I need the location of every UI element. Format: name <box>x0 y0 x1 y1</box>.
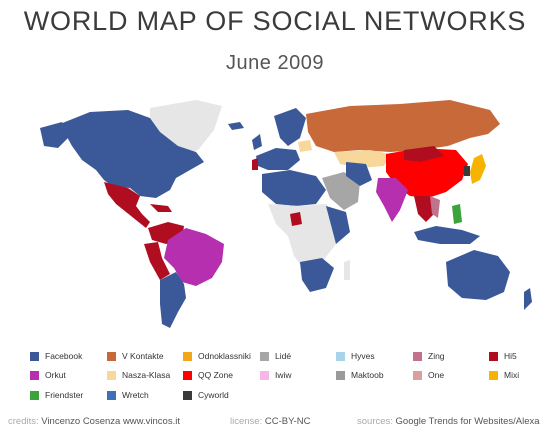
legend-label: Iwiw <box>275 370 292 380</box>
legend-item: Hyves <box>336 350 375 362</box>
legend-item: Maktoob <box>336 369 384 381</box>
region-scandinavia <box>274 108 306 146</box>
footer-license: license: CC-BY-NC <box>230 416 310 427</box>
region-indonesia <box>414 226 480 244</box>
legend-swatch <box>489 370 498 380</box>
region-east-africa <box>326 206 350 244</box>
legend-swatch <box>336 370 345 380</box>
region-mexico <box>104 182 150 228</box>
region-madagascar <box>344 260 350 280</box>
region-india <box>376 178 408 222</box>
region-russia <box>306 100 500 152</box>
footer-sources: sources: Google Trends for Websites/Alex… <box>357 416 540 427</box>
legend-item: One <box>413 369 444 381</box>
region-north-america <box>60 110 204 198</box>
legend-label: Zing <box>428 351 445 361</box>
legend-label: Nasza-Klasa <box>122 370 171 380</box>
legend-item: Odnoklassniki <box>183 350 251 362</box>
footer: credits: Vincenzo Cosenza www.vincos.it … <box>0 416 550 430</box>
legend-item: Wretch <box>107 389 149 401</box>
world-map <box>40 100 532 328</box>
legend-item: Iwiw <box>260 369 292 381</box>
footer-credits: credits: Vincenzo Cosenza www.vincos.it <box>8 416 180 427</box>
legend-swatch <box>413 351 422 361</box>
legend-swatch <box>183 390 192 400</box>
region-caribbean <box>150 204 172 212</box>
region-australia <box>446 250 510 300</box>
legend-label: Cyworld <box>198 390 229 400</box>
legend-swatch <box>413 370 422 380</box>
credits-key: credits: <box>8 416 39 427</box>
region-iceland <box>228 122 244 130</box>
legend-swatch <box>30 370 39 380</box>
sources-value: Google Trends for Websites/Alexa <box>395 416 540 427</box>
region-indochina <box>430 196 440 218</box>
legend-label: Wretch <box>122 390 149 400</box>
legend-item: Lidé <box>260 350 291 362</box>
legend-label: Hi5 <box>504 351 517 361</box>
region-philippines <box>452 204 462 224</box>
legend-swatch <box>260 370 269 380</box>
map-title: WORLD MAP OF SOCIAL NETWORKS <box>23 6 527 36</box>
legend-swatch <box>107 370 116 380</box>
legend-item: V Kontakte <box>107 350 164 362</box>
legend-label: Mixi <box>504 370 520 380</box>
region-portugal <box>252 158 258 170</box>
region-central-africa <box>268 204 340 270</box>
legend-item: Zing <box>413 350 445 362</box>
legend-item: Friendster <box>30 389 83 401</box>
region-uk <box>252 134 262 150</box>
region-japan <box>470 154 486 184</box>
legend-label: Facebook <box>45 351 83 361</box>
legend-item: Cyworld <box>183 389 229 401</box>
legend-label: Hyves <box>351 351 375 361</box>
legend-swatch <box>183 351 192 361</box>
license-value: CC-BY-NC <box>264 416 311 427</box>
region-southern-cone <box>160 272 186 328</box>
region-peru <box>144 242 170 280</box>
legend-label: Friendster <box>45 390 84 400</box>
legend-item: Hi5 <box>489 350 517 362</box>
region-china <box>386 148 468 198</box>
credits-value: Vincenzo Cosenza www.vincos.it <box>41 416 180 427</box>
legend-swatch <box>107 390 116 400</box>
sources-key: sources: <box>357 416 393 427</box>
legend-swatch <box>489 351 498 361</box>
legend-swatch <box>260 351 269 361</box>
region-western-europe <box>256 148 300 170</box>
legend-item: Orkut <box>30 369 66 381</box>
region-new-zealand <box>524 288 532 310</box>
legend-label: QQ Zone <box>198 370 233 380</box>
map-subtitle: June 2009 <box>226 52 324 74</box>
region-mongolia <box>404 146 444 162</box>
legend-label: One <box>428 370 445 380</box>
region-southern-africa <box>300 258 334 292</box>
legend-item: Facebook <box>30 350 82 362</box>
legend-item: QQ Zone <box>183 369 233 381</box>
legend-label: Maktoob <box>351 370 384 380</box>
region-middle-east <box>322 172 360 210</box>
region-alaska <box>40 122 70 148</box>
region-iran <box>346 162 372 186</box>
region-north-africa <box>262 170 326 206</box>
license-key: license: <box>230 416 263 427</box>
region-southeast-asia <box>414 196 436 222</box>
legend-item: Nasza-Klasa <box>107 369 170 381</box>
region-poland <box>298 140 312 152</box>
legend-swatch <box>183 370 192 380</box>
legend-label: V Kontakte <box>122 351 164 361</box>
region-west-africa <box>290 212 302 226</box>
legend-swatch <box>30 351 39 361</box>
legend-swatch <box>30 390 39 400</box>
legend-swatch <box>107 351 116 361</box>
legend-item: Mixi <box>489 369 519 381</box>
legend-label: Odnoklassniki <box>198 351 251 361</box>
region-brazil <box>164 228 224 286</box>
legend-swatch <box>336 351 345 361</box>
region-korea <box>464 166 470 176</box>
legend-label: Orkut <box>45 370 66 380</box>
legend-label: Lidé <box>275 351 292 361</box>
